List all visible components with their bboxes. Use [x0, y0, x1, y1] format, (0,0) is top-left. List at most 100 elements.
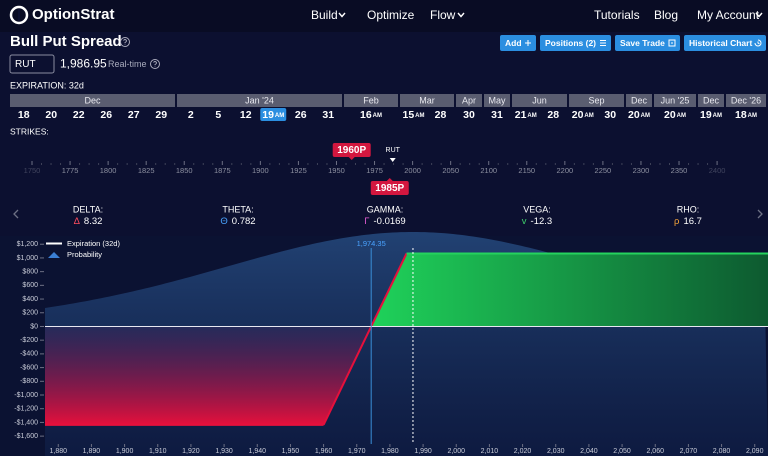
- month-bar: [569, 94, 624, 107]
- leg-label[interactable]: 1960P: [337, 145, 366, 156]
- strike-label: 2050: [442, 166, 459, 175]
- nav-link[interactable]: Build: [311, 8, 338, 22]
- x-tick-label: 2,080: [713, 448, 731, 455]
- expiration-date[interactable]: 19AM: [700, 109, 722, 121]
- expiration-date[interactable]: 31: [322, 109, 334, 121]
- nav-link[interactable]: Blog: [654, 8, 678, 22]
- y-tick-label: -$600: [20, 364, 38, 371]
- leg-pointer: [386, 178, 393, 181]
- button[interactable]: [684, 35, 766, 51]
- date-session: AM: [275, 113, 284, 119]
- expiration-date[interactable]: 12: [240, 109, 252, 121]
- expiration-date[interactable]: 5: [215, 109, 221, 121]
- expiration-date[interactable]: 21AM: [515, 109, 537, 121]
- expiration-date[interactable]: 26: [100, 109, 112, 121]
- month-bar: [626, 94, 652, 107]
- expiration-date[interactable]: 2: [188, 109, 194, 121]
- strike-label: 1950: [328, 166, 345, 175]
- x-tick-label: 2,050: [613, 448, 631, 455]
- greek-value: Δ 8.32: [74, 216, 103, 227]
- leg-pill[interactable]: [332, 143, 371, 157]
- x-tick-label: 1,900: [116, 448, 134, 455]
- y-tick-label: -$800: [20, 378, 38, 385]
- greek-number: 0.782: [232, 216, 256, 227]
- button[interactable]: [500, 35, 536, 51]
- button-icon: [754, 39, 762, 47]
- expiration-date[interactable]: 30: [463, 109, 475, 121]
- feed: Real-time: [108, 59, 147, 69]
- y-tick-label: -$1,000: [14, 392, 38, 399]
- y-tick-label: -$1,600: [14, 433, 38, 440]
- month-label: Jun: [532, 95, 547, 105]
- nav-link[interactable]: My Account: [697, 8, 760, 22]
- expiration-date[interactable]: 29: [155, 109, 167, 121]
- y-tick-label: -$400: [20, 351, 38, 358]
- expiration-date[interactable]: 20: [45, 109, 57, 121]
- x-tick-label: 1,890: [83, 448, 101, 455]
- strike-label: 2250: [595, 166, 612, 175]
- button-label[interactable]: Save Trade: [620, 38, 665, 48]
- strike-label: 1925: [290, 166, 307, 175]
- month-label: Dec '26: [731, 95, 761, 105]
- button-label[interactable]: Positions (2): [545, 38, 596, 48]
- nav-link[interactable]: Flow: [430, 8, 456, 22]
- price: 1,986.95: [60, 57, 107, 71]
- logo[interactable]: OptionStrat: [32, 6, 115, 23]
- expiration-date[interactable]: 28: [435, 109, 447, 121]
- greek-name: GAMMA:: [367, 204, 404, 214]
- greek-value: v -12.3: [522, 216, 552, 227]
- date-session: AM: [527, 113, 536, 119]
- date-day: 20: [572, 109, 584, 121]
- greek-symbol: Δ: [74, 216, 81, 227]
- nav-link[interactable]: Tutorials: [594, 8, 640, 22]
- expiration-date[interactable]: 15AM: [402, 109, 424, 121]
- breakeven-label: 1,974.35: [357, 239, 386, 248]
- expiration-date[interactable]: 16AM: [360, 109, 382, 121]
- strike-label: 2100: [480, 166, 497, 175]
- prev-arrow[interactable]: [13, 209, 19, 219]
- y-tick-label: $1,000: [17, 255, 39, 262]
- greek-symbol: ρ: [674, 216, 680, 227]
- leg-pointer: [348, 157, 355, 160]
- expiration-date[interactable]: 22: [73, 109, 85, 121]
- nav-link[interactable]: Optimize: [367, 8, 415, 22]
- date-session: AM: [641, 113, 650, 119]
- expiration-date[interactable]: 18AM: [735, 109, 757, 121]
- button-label[interactable]: Historical Chart: [689, 38, 752, 48]
- expiration-date[interactable]: 31: [491, 109, 503, 121]
- date-day: 20: [628, 109, 640, 121]
- next-arrow[interactable]: [757, 209, 763, 219]
- expiration-date[interactable]: 20AM: [628, 109, 650, 121]
- date-day: 15: [402, 109, 414, 121]
- greek-number: -0.0169: [374, 216, 406, 227]
- expiration-date[interactable]: 28: [547, 109, 559, 121]
- strike-label: 2200: [556, 166, 573, 175]
- help-icon-mark: [123, 39, 127, 45]
- leg-label[interactable]: 1985P: [375, 183, 404, 194]
- month-label: Jun '25: [661, 95, 690, 105]
- x-tick-label: 2,010: [481, 448, 499, 455]
- strike-label: 2350: [671, 166, 688, 175]
- expiration-date[interactable]: 18: [18, 109, 30, 121]
- greek-value: Θ 0.782: [220, 216, 255, 227]
- x-tick-label: 2,030: [547, 448, 565, 455]
- button[interactable]: [540, 35, 611, 51]
- ticker-input[interactable]: [9, 54, 55, 74]
- expiration-date[interactable]: 19AM: [262, 109, 284, 121]
- leg-pill[interactable]: [370, 181, 409, 195]
- expiration-date[interactable]: 20AM: [664, 109, 686, 121]
- expiration-date[interactable]: 20AM: [572, 109, 594, 121]
- expiration-date[interactable]: 27: [128, 109, 140, 121]
- selected-date[interactable]: [260, 108, 287, 121]
- month-bar: [484, 94, 510, 107]
- x-tick-label: 2,000: [447, 448, 465, 455]
- x-tick-label: 1,940: [248, 448, 266, 455]
- y-tick-label: -$1,200: [14, 406, 38, 413]
- strike-label: 1800: [100, 166, 117, 175]
- date-day: 16: [360, 109, 372, 121]
- expiration-date[interactable]: 30: [604, 109, 616, 121]
- button[interactable]: [615, 35, 680, 51]
- button-label[interactable]: Add: [505, 38, 522, 48]
- expiration-date[interactable]: 26: [295, 109, 307, 121]
- x-tick-label: 1,950: [282, 448, 300, 455]
